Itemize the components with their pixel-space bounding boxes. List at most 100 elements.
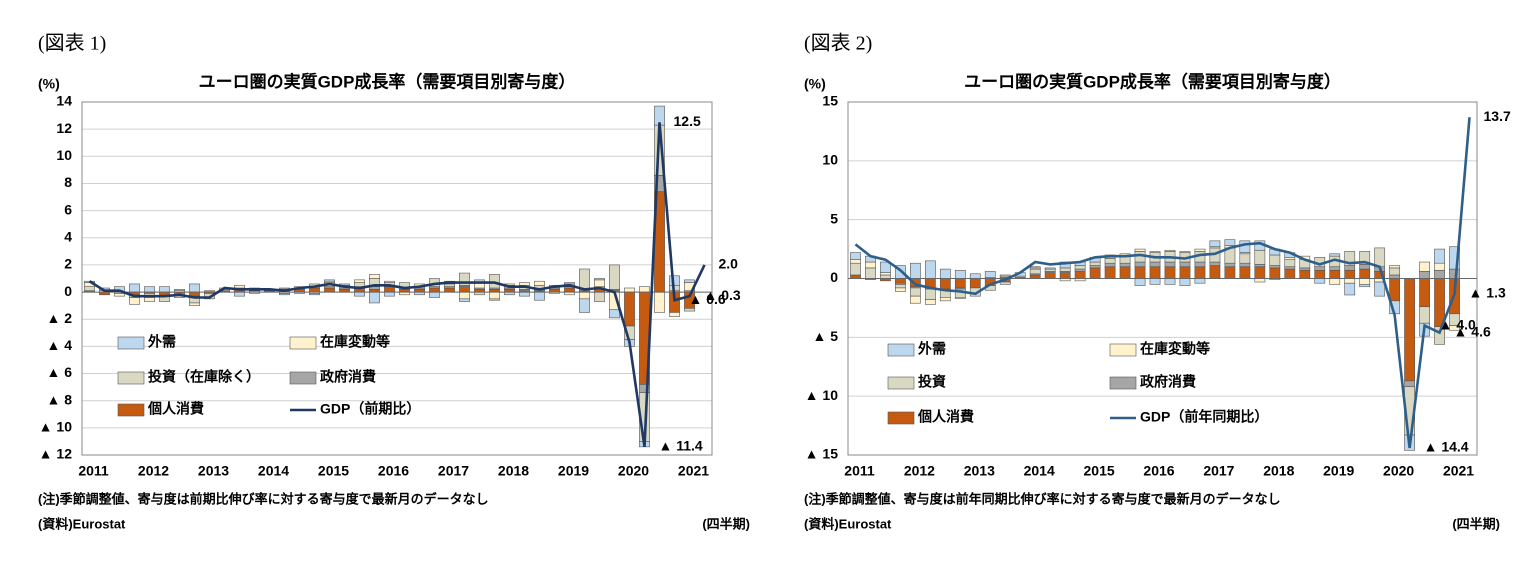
gdp-line [854, 117, 1471, 449]
y-tick-label: ▲ 5 [812, 328, 838, 344]
bar-segment [1194, 248, 1206, 252]
bar-segment [865, 267, 876, 279]
bar-segment [850, 252, 861, 260]
bar-segment [534, 291, 545, 301]
x-tick-label: 2021 [678, 463, 709, 479]
bar-segment [519, 291, 530, 297]
bar-segment [129, 297, 140, 305]
x-tick-label: 2012 [904, 463, 935, 479]
source: (資料)Eurostat [38, 516, 126, 531]
x-tick-label: 2014 [258, 463, 289, 479]
bar-segment [564, 287, 575, 293]
bar-segment [1269, 265, 1281, 269]
bar-segment [895, 278, 906, 284]
bar-segment [1449, 268, 1460, 279]
bar-segment [1194, 278, 1206, 284]
y-axis-label: (%) [804, 76, 826, 92]
bar-segment [954, 269, 966, 279]
legend-label: 投資 [918, 374, 946, 390]
y-tick-label: ▲ 4 [46, 337, 72, 353]
bar-segment [1359, 284, 1371, 288]
y-tick-label: 15 [822, 93, 838, 109]
y-tick-label: 4 [64, 228, 72, 244]
x-tick-label: 2015 [318, 463, 349, 479]
legend-label: 政府消費 [1140, 374, 1196, 390]
bar-segment [880, 274, 891, 279]
bar-segment [369, 274, 380, 279]
bar-segment [1134, 261, 1146, 268]
bar-segment [1449, 325, 1460, 331]
x-tick-label: 2019 [558, 463, 589, 479]
legend-label: 外需 [918, 341, 946, 357]
x-tick-label: 2014 [1024, 463, 1055, 479]
bar-segment [924, 288, 936, 300]
bar-segment [1344, 282, 1356, 296]
chart-title: ユーロ圏の実質GDP成長率（需要項目別寄与度） [964, 71, 1341, 91]
bar-segment [924, 299, 936, 305]
bar-segment [1254, 249, 1266, 265]
bar-segment [159, 286, 170, 293]
bar-segment [1404, 278, 1415, 382]
bar-segment [519, 282, 530, 286]
bar-segment [1029, 274, 1041, 279]
bar-segment [624, 291, 635, 327]
bar-segment [1359, 278, 1371, 285]
bar-segment [1299, 267, 1311, 271]
data-label: 13.7 [1484, 108, 1511, 124]
bar-segment [850, 262, 861, 276]
chart-title: ユーロ圏の実質GDP成長率（需要項目別寄与度） [199, 71, 576, 91]
bar-segment [939, 297, 951, 302]
bar-segment [1149, 266, 1161, 279]
data-label: ▲ 0.6 [689, 291, 726, 307]
bar-segment [579, 298, 590, 313]
bar-segment [1419, 261, 1430, 272]
x-tick-label: 2013 [964, 463, 995, 479]
legend-swatch [117, 403, 145, 417]
legend-swatch [887, 343, 915, 357]
bar-segment [1074, 271, 1086, 279]
bar-segment [354, 282, 365, 287]
bar-segment [84, 286, 95, 292]
bar-segment [1389, 278, 1401, 302]
y-axis-label: (%) [38, 76, 60, 92]
bar-segment [609, 309, 620, 319]
x-axis-label: (四半期) [702, 516, 750, 531]
bar-segment [1284, 266, 1296, 270]
bar-segment [924, 260, 936, 279]
legend-swatch [1109, 343, 1137, 357]
bar-segment [684, 279, 695, 283]
legend-label: 個人消費 [147, 401, 204, 417]
figure-label: (図表 2) [804, 32, 872, 55]
data-label: 12.5 [674, 113, 701, 129]
x-tick-label: 2020 [1383, 463, 1414, 479]
y-tick-label: 5 [830, 210, 838, 226]
legend-swatch [289, 336, 317, 350]
bar-segment [1254, 264, 1266, 268]
bar-segment [1194, 266, 1206, 279]
bar-segment [1269, 267, 1281, 279]
bar-segment [1419, 278, 1430, 308]
legend-label: 個人消費 [917, 409, 974, 425]
bar-segment [1224, 239, 1236, 246]
bar-segment [1284, 257, 1296, 260]
bar-segment [910, 295, 921, 304]
x-tick-label: 2017 [438, 463, 469, 479]
bar-segment [1389, 265, 1401, 269]
legend-swatch [1109, 376, 1137, 390]
bar-segment [639, 286, 650, 293]
bar-segment [1419, 306, 1430, 324]
bar-segment [1239, 240, 1251, 253]
bar-segment [144, 297, 155, 302]
bar-segment [354, 279, 365, 283]
bar-segment [880, 272, 891, 276]
bar-segment [850, 259, 861, 264]
plot-frame [81, 101, 713, 456]
bar-segment [189, 291, 200, 297]
bar-segment [234, 284, 245, 289]
bar-segment [969, 278, 981, 289]
y-tick-label: ▲ 10 [805, 387, 839, 403]
bar-segment [579, 268, 590, 290]
x-tick-label: 2015 [1084, 463, 1115, 479]
y-tick-label: 8 [64, 174, 72, 190]
